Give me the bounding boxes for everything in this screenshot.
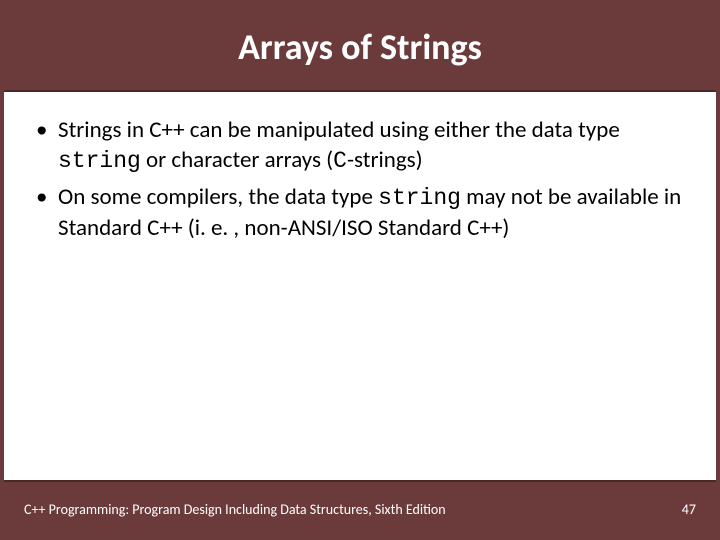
footer-text: C++ Programming: Program Design Includin… [24, 501, 446, 518]
text-span: -strings) [347, 146, 423, 174]
text-span: On some compilers, the data type [58, 183, 378, 211]
code-span: C [333, 148, 347, 174]
page-number: 47 [682, 501, 696, 518]
slide: Arrays of Strings Strings in C++ can be … [4, 4, 716, 536]
code-span: string [58, 148, 141, 174]
text-span: or character arrays ( [141, 146, 333, 174]
text-span: Strings in C++ can be manipulated using … [58, 116, 620, 144]
footer-bar: C++ Programming: Program Design Includin… [4, 480, 716, 536]
code-span: string [378, 185, 461, 211]
content-area: Strings in C++ can be manipulated using … [4, 92, 716, 480]
title-bar: Arrays of Strings [4, 4, 716, 92]
slide-title: Arrays of Strings [238, 25, 482, 69]
bullet-item: On some compilers, the data type string … [32, 183, 688, 244]
bullet-list: Strings in C++ can be manipulated using … [32, 116, 688, 244]
bullet-item: Strings in C++ can be manipulated using … [32, 116, 688, 177]
